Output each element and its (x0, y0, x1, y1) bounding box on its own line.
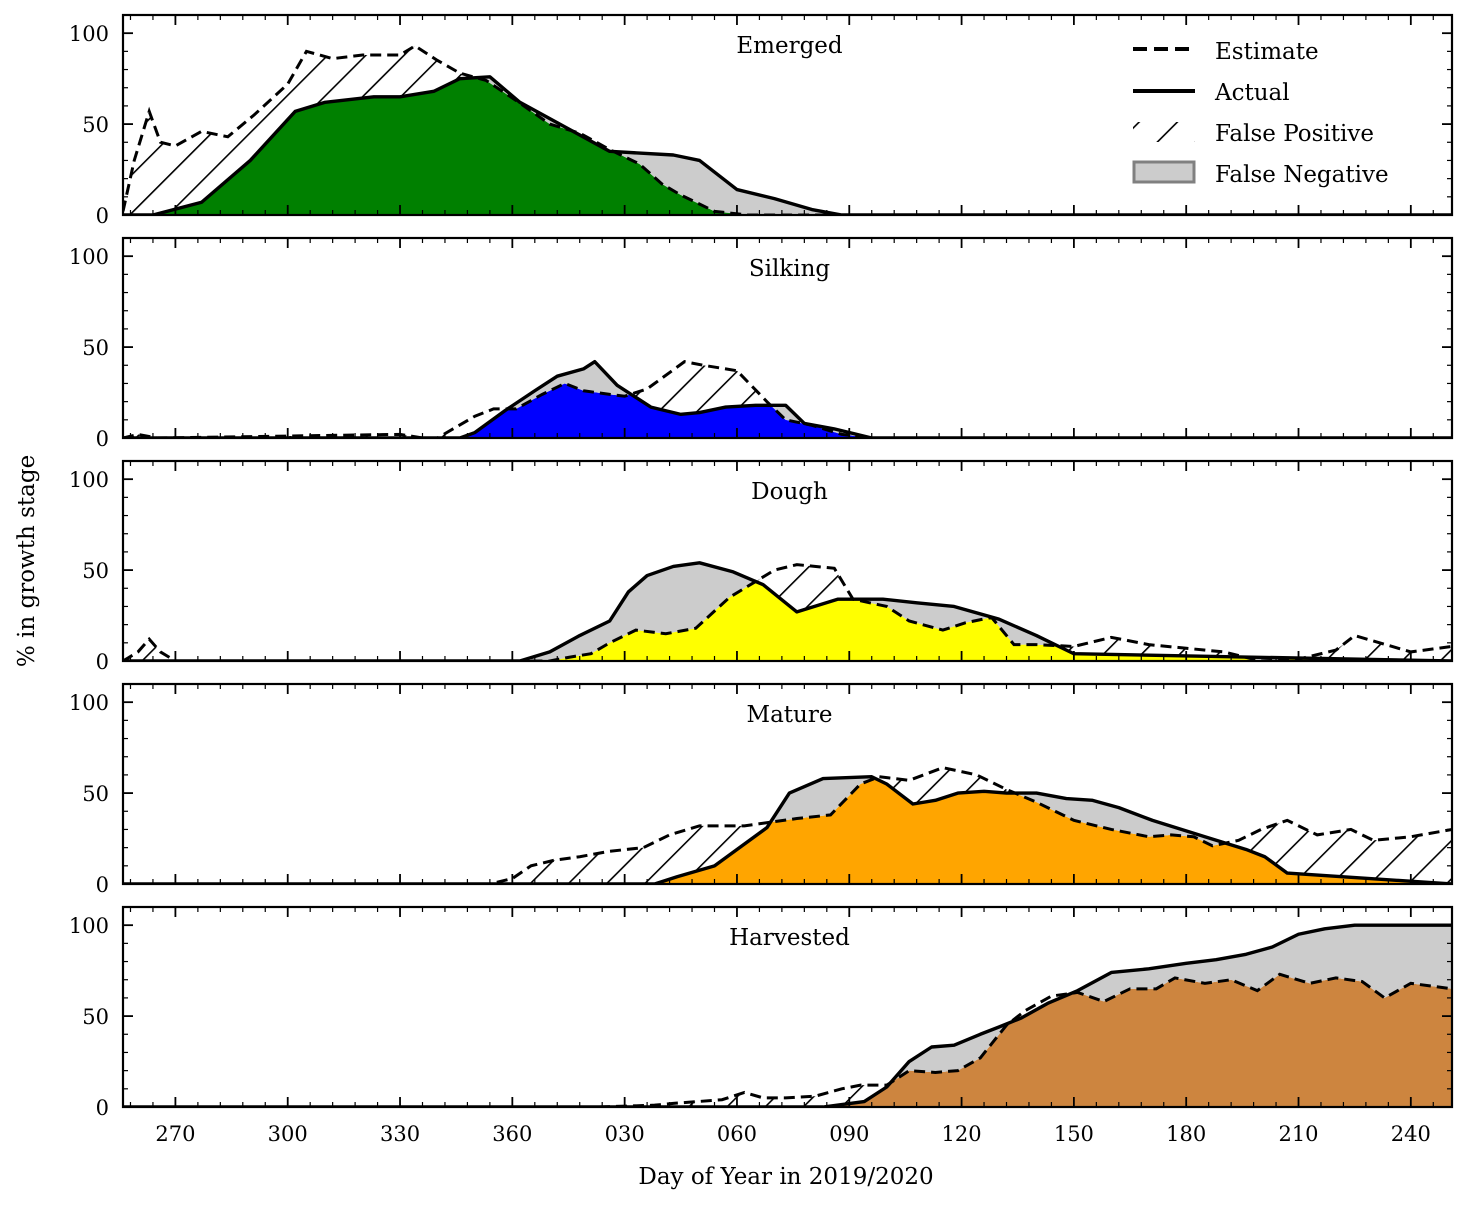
legend-false-negative-swatch (1132, 160, 1196, 184)
x-tick-label: 240 (1391, 1122, 1431, 1146)
panel-title: Mature (747, 702, 833, 728)
panel-frame (121, 236, 1454, 440)
false-negative-area (123, 925, 1452, 1107)
panel-emerged: 0 50 100 Emerged (69, 13, 1454, 228)
panel-frame (121, 13, 1454, 217)
false-positive-area (123, 767, 1452, 884)
y-tick-label: 50 (82, 782, 109, 806)
plot-area (123, 359, 1452, 438)
estimate-line (123, 563, 1452, 661)
panel-title: Harvested (729, 925, 850, 951)
y-tick-label: 100 (69, 245, 109, 269)
legend-false-positive-label: False Positive (1215, 121, 1374, 147)
panel-dough: 0 50 100 Dough (69, 459, 1454, 674)
false-positive-area (123, 562, 1452, 661)
x-tick-label: 060 (717, 1122, 757, 1146)
legend: Estimate Actual False Positive False Neg… (1132, 39, 1389, 188)
true-positive-area (123, 974, 1452, 1107)
actual-line (123, 923, 1452, 1107)
plot-area (123, 561, 1452, 661)
y-tick-label: 50 (82, 113, 109, 137)
x-tick-label: 030 (605, 1122, 645, 1146)
estimate-line (123, 972, 1452, 1107)
true-positive-area (123, 581, 1452, 661)
y-tick-label: 0 (96, 204, 109, 228)
y-tick-label: 50 (82, 559, 109, 583)
x-tick-label: 090 (829, 1122, 869, 1146)
panel-frame (121, 682, 1454, 886)
panel-title: Dough (751, 479, 828, 505)
x-tick-label: 150 (1054, 1122, 1094, 1146)
y-tick-label: 50 (82, 1005, 109, 1029)
true-positive-area (123, 778, 1452, 884)
y-tick-label: 100 (69, 22, 109, 46)
actual-line (123, 75, 1452, 215)
true-positive-area (123, 383, 1452, 438)
x-tick-label: 210 (1278, 1122, 1318, 1146)
plot-area (123, 44, 1452, 215)
y-tick-label: 0 (96, 1096, 109, 1120)
panel-frame (121, 905, 1454, 1109)
plot-area (123, 923, 1452, 1107)
x-tick-label: 330 (380, 1122, 420, 1146)
y-tick-label: 0 (96, 650, 109, 674)
true-positive-area (123, 77, 1452, 215)
panel-frame (121, 459, 1454, 663)
legend-estimate-label: Estimate (1215, 39, 1319, 65)
legend-actual-label: Actual (1214, 80, 1290, 106)
y-tick-label: 100 (69, 468, 109, 492)
x-tick-label: 270 (155, 1122, 195, 1146)
y-tick-label: 50 (82, 336, 109, 360)
panel-mature: 0 50 100 Mature (69, 682, 1454, 897)
actual-line (123, 359, 1452, 438)
legend-false-negative-label: False Negative (1215, 162, 1389, 188)
y-tick-label: 100 (69, 691, 109, 715)
panels-group: 0 50 100 Emerged 0 50 100 Silking 0 50 100 Dough 0 50… (69, 13, 1454, 1146)
x-tick-label: 300 (268, 1122, 308, 1146)
estimate-line (123, 766, 1452, 884)
x-tick-label: 180 (1166, 1122, 1206, 1146)
x-tick-label: 120 (942, 1122, 982, 1146)
y-tick-label: 0 (96, 873, 109, 897)
plot-area (123, 766, 1452, 884)
y-tick-label: 100 (69, 914, 109, 938)
panel-title: Emerged (736, 33, 843, 59)
legend-false-positive-swatch (1133, 122, 1195, 142)
x-axis-label: Day of Year in 2019/2020 (638, 1164, 933, 1190)
panel-title: Silking (749, 256, 831, 282)
x-tick-label: 360 (492, 1122, 532, 1146)
y-tick-label: 0 (96, 427, 109, 451)
actual-line (123, 775, 1452, 884)
panel-silking: 0 50 100 Silking (69, 236, 1454, 451)
estimate-line (123, 44, 1452, 215)
y-axis-label: % in growth stage (14, 455, 40, 667)
panel-harvested: 0 50 100 Harvested 270 300 330 360 030 060 090 120 1… (69, 905, 1454, 1146)
